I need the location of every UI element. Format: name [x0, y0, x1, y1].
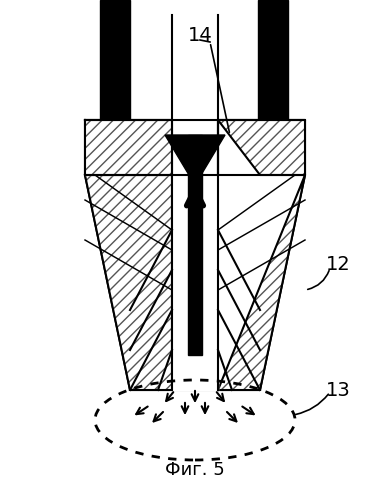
- Polygon shape: [85, 120, 172, 175]
- Bar: [100, 0, 130, 165]
- Text: 14: 14: [188, 25, 212, 44]
- Text: 13: 13: [326, 381, 350, 400]
- Polygon shape: [85, 120, 172, 175]
- Polygon shape: [218, 120, 305, 175]
- Polygon shape: [188, 135, 202, 355]
- Text: 12: 12: [326, 255, 350, 274]
- Polygon shape: [218, 175, 305, 390]
- Polygon shape: [85, 175, 172, 390]
- Polygon shape: [85, 120, 305, 390]
- Bar: [172, 15, 218, 390]
- Polygon shape: [218, 175, 305, 390]
- Polygon shape: [165, 135, 225, 185]
- Bar: [258, 0, 288, 165]
- Text: Фиг. 5: Фиг. 5: [165, 461, 225, 479]
- Polygon shape: [218, 120, 305, 175]
- Polygon shape: [85, 175, 172, 390]
